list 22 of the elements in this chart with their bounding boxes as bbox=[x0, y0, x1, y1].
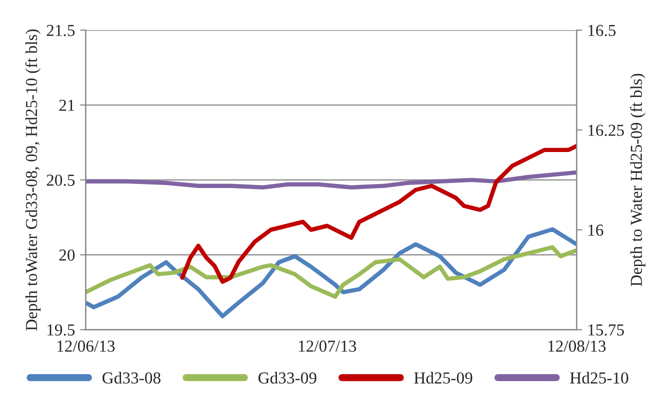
y-axis-title: Depth toWater Gd33-08, 09, Hd25-10 (ft bls) bbox=[25, 29, 41, 331]
y-tick-label: 21 bbox=[59, 100, 74, 111]
y2-axis-title: Depth to Water Hd25-09 (ft bls) bbox=[630, 74, 646, 286]
line-series bbox=[180, 144, 577, 284]
line-series bbox=[86, 170, 577, 190]
x-tick-label: 12/07/13 bbox=[298, 340, 356, 352]
y-tick-label: 21.5 bbox=[46, 24, 75, 36]
line-series bbox=[86, 245, 577, 299]
legend-label: Hd25-10 bbox=[570, 372, 628, 384]
y-tick-label: 19.5 bbox=[48, 324, 75, 336]
y2-tick-label: 16 bbox=[588, 224, 604, 236]
y2-tick-label: 16.25 bbox=[588, 124, 624, 136]
legend-label: Hd25-09 bbox=[414, 372, 472, 384]
line-series bbox=[86, 227, 577, 318]
x-tick-label: 12/06/13 bbox=[58, 340, 115, 352]
y2-tick-label: 15.75 bbox=[588, 324, 624, 336]
legend-label: Gd33-08 bbox=[102, 372, 160, 384]
y-tick-label: 20.5 bbox=[46, 174, 75, 186]
x-tick-label: 12/08/13 bbox=[548, 340, 606, 352]
y2-tick-label: 16.5 bbox=[588, 24, 616, 36]
y-tick-label: 20 bbox=[59, 249, 75, 261]
legend-label: Gd33-09 bbox=[258, 372, 316, 384]
